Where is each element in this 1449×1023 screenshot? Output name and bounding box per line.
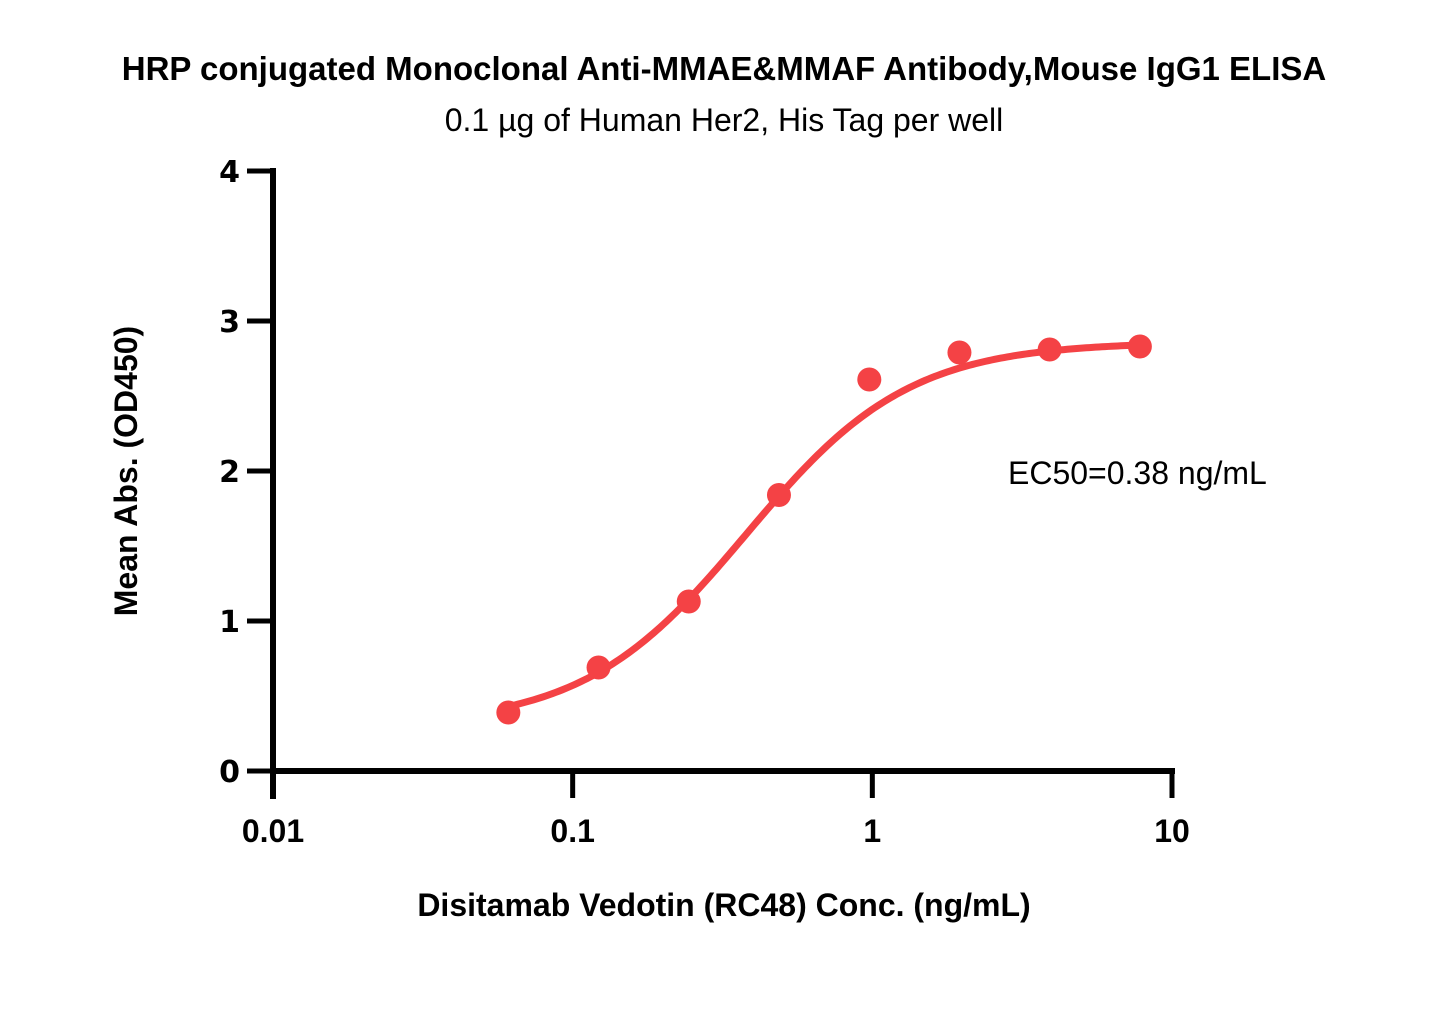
x-tick-label: 0.01 <box>242 813 304 849</box>
x-axis-label: Disitamab Vedotin (RC48) Conc. (ng/mL) <box>417 887 1030 923</box>
data-point <box>766 483 791 507</box>
y-axis-label: Mean Abs. (OD450) <box>108 326 144 616</box>
data-point <box>1127 334 1152 359</box>
y-tick-label: 3 <box>219 305 240 340</box>
data-point <box>1037 337 1062 362</box>
data-point <box>676 589 701 614</box>
ec50-annotation: EC50=0.38 ng/mL <box>1008 455 1267 491</box>
x-tick-label: 10 <box>1154 813 1190 849</box>
data-point <box>496 700 521 725</box>
x-tick-label: 0.1 <box>550 813 594 849</box>
data-point <box>857 367 882 392</box>
chart-title: HRP conjugated Monoclonal Anti-MMAE&MMAF… <box>122 50 1326 87</box>
y-axis: 0 1 2 3 4 <box>219 155 276 799</box>
y-tick-label: 1 <box>219 605 240 640</box>
fit-curve <box>504 341 1144 710</box>
data-point <box>947 340 972 365</box>
y-tick-label: 2 <box>219 455 240 490</box>
x-tick-label: 1 <box>863 813 881 849</box>
x-axis: 0.01 0.1 1 10 <box>242 768 1190 849</box>
data-point <box>586 655 611 680</box>
y-tick-label: 0 <box>219 755 240 790</box>
y-tick-label: 4 <box>219 155 240 190</box>
series-layer <box>496 334 1152 725</box>
chart-subtitle: 0.1 µg of Human Her2, His Tag per well <box>445 102 1004 138</box>
